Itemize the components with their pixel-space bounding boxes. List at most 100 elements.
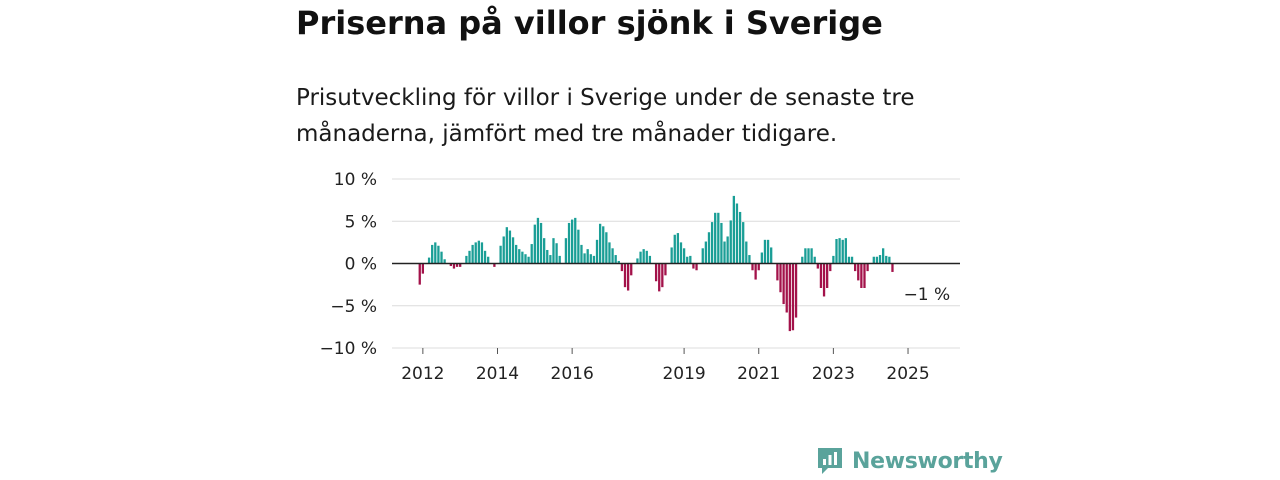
bar: [620, 263, 624, 272]
bar: [835, 239, 838, 264]
x-tick-label: 2014: [476, 364, 519, 384]
bar: [760, 252, 763, 264]
bar: [614, 255, 617, 264]
brand-name: Newsworthy: [852, 448, 1003, 474]
bar: [558, 255, 561, 264]
bar: [592, 255, 596, 264]
bar: [555, 243, 558, 264]
bar: [813, 256, 816, 264]
bar: [714, 212, 717, 264]
bar: [676, 233, 680, 264]
bar: [459, 263, 462, 267]
bar: [648, 255, 652, 264]
bar: [626, 263, 630, 291]
bar: [521, 251, 524, 264]
bar: [636, 258, 639, 264]
bar: [794, 263, 798, 318]
x-tick-label: 2016: [551, 364, 594, 384]
bar: [695, 263, 698, 271]
bar: [810, 248, 813, 264]
bar: [477, 240, 480, 264]
bar: [791, 263, 795, 331]
bar: [742, 222, 745, 264]
bar: [586, 249, 589, 264]
bar-series: [418, 195, 894, 332]
x-tick-label: 2025: [886, 364, 929, 384]
bar: [468, 250, 471, 264]
bar: [717, 212, 720, 264]
bar: [847, 256, 851, 264]
bar: [860, 263, 863, 288]
bar: [751, 263, 754, 271]
bar: [757, 263, 760, 271]
bar: [854, 263, 857, 272]
chart-subtitle: Prisutveckling för villor i Sverige unde…: [296, 85, 915, 147]
bar: [720, 222, 723, 264]
bar: [819, 263, 823, 288]
bar: [508, 230, 512, 264]
bar: [465, 255, 468, 264]
bar: [844, 238, 847, 264]
bar: [440, 251, 443, 264]
bar: [480, 242, 484, 264]
bar: [493, 263, 496, 267]
bar: [502, 236, 505, 264]
bar: [735, 203, 739, 264]
bar: [623, 263, 627, 288]
bar: [515, 244, 518, 264]
bar: [598, 223, 602, 264]
bar: [583, 253, 586, 264]
bar: [872, 256, 875, 264]
bar: [642, 249, 645, 264]
bar: [832, 255, 835, 264]
bar: [511, 237, 515, 264]
bar: [785, 263, 788, 313]
bar: [661, 263, 664, 288]
bar: [530, 244, 533, 264]
y-tick-label: 5 %: [345, 212, 377, 232]
bar: [449, 263, 452, 267]
bar: [878, 255, 882, 264]
bar: [580, 244, 583, 264]
y-tick-label: −5 %: [330, 297, 377, 317]
bar: [654, 263, 658, 282]
bar: [605, 232, 608, 264]
bar: [776, 263, 779, 281]
bar: [826, 263, 829, 288]
bar: [766, 239, 770, 264]
bar: [788, 263, 791, 332]
bar: [686, 256, 689, 264]
bar: [807, 248, 810, 264]
bar: [673, 234, 676, 264]
y-axis-labels: 10 % 5 % 0 % −5 % −10 %: [320, 170, 377, 359]
bar: [804, 248, 807, 264]
y-tick-label: 10 %: [334, 170, 377, 190]
bar: [437, 245, 440, 264]
bar: [816, 263, 819, 269]
bar: [533, 224, 536, 264]
bar: [570, 219, 574, 264]
bar: [692, 263, 695, 269]
bar: [866, 263, 869, 272]
bar: [543, 238, 546, 264]
bar: [748, 255, 751, 264]
bar: [518, 249, 521, 264]
bar: [745, 241, 748, 264]
bar: [602, 226, 605, 264]
bar: [729, 220, 732, 264]
bar: [881, 248, 885, 264]
bar: [754, 263, 757, 280]
bar: [670, 247, 673, 264]
bar: [723, 241, 726, 264]
bar: [863, 263, 866, 288]
bar: [664, 263, 667, 276]
bar: [617, 260, 620, 264]
bar: [682, 248, 686, 264]
bar: [505, 227, 508, 264]
bar: [701, 248, 704, 264]
bar: [434, 242, 437, 264]
bar: [611, 248, 614, 264]
bar: [891, 263, 894, 272]
bar: [829, 263, 832, 272]
